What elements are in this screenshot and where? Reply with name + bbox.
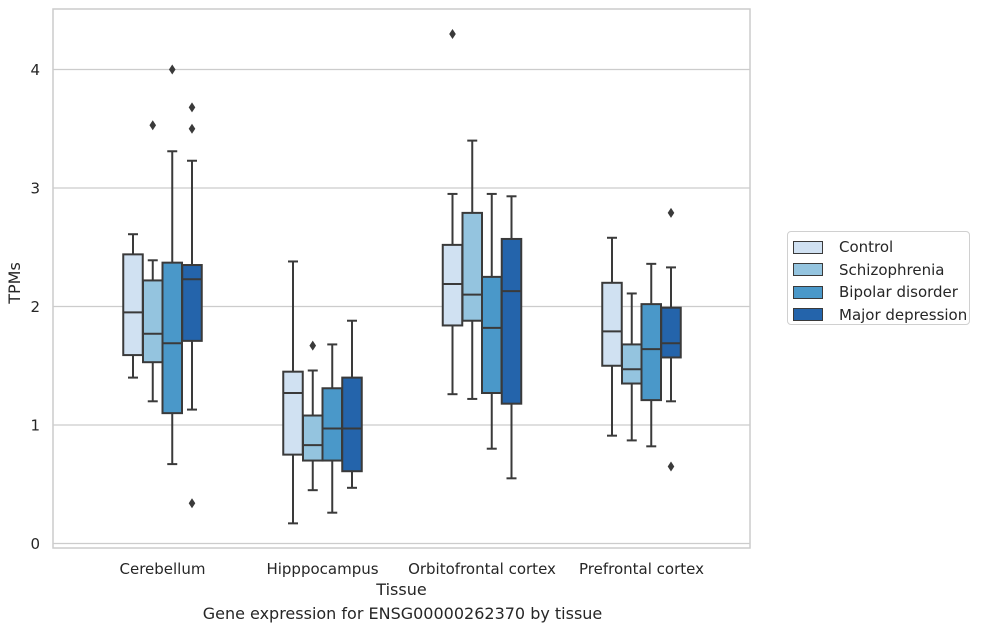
box-1-0 bbox=[142, 120, 164, 403]
boxes bbox=[122, 28, 682, 525]
box-body bbox=[302, 414, 324, 462]
legend-swatch bbox=[793, 308, 823, 322]
box-body bbox=[500, 237, 523, 405]
box-body bbox=[181, 264, 203, 342]
box-body bbox=[122, 253, 144, 357]
outlier-point bbox=[667, 461, 675, 472]
outlier-point bbox=[188, 102, 196, 113]
box-3-0 bbox=[181, 102, 203, 509]
legend-swatch bbox=[793, 240, 823, 254]
y-tick-label: 1 bbox=[30, 417, 40, 435]
outlier-point bbox=[149, 120, 157, 131]
outlier-point bbox=[667, 207, 675, 218]
plot-frame bbox=[52, 8, 751, 549]
box-body bbox=[660, 306, 682, 359]
box-body bbox=[640, 303, 662, 402]
legend-swatch bbox=[793, 263, 823, 277]
legend-item: Schizophrenia bbox=[793, 259, 969, 282]
box-body bbox=[621, 343, 643, 385]
box-2-0 bbox=[161, 64, 183, 466]
box-body bbox=[161, 261, 183, 415]
box-1-3 bbox=[621, 292, 643, 442]
box-2-3 bbox=[640, 262, 662, 448]
box-3-2 bbox=[500, 195, 523, 480]
box-2-2 bbox=[481, 192, 503, 450]
y-tick-label: 0 bbox=[30, 535, 40, 553]
x-tick-label: Prefrontal cortex bbox=[579, 560, 704, 578]
box-1-1 bbox=[302, 340, 324, 492]
legend-item: Bipolar disorder bbox=[793, 281, 969, 304]
outlier-point bbox=[188, 498, 196, 509]
box-body bbox=[282, 370, 304, 456]
box-0-0 bbox=[122, 233, 144, 379]
outlier-point bbox=[168, 64, 176, 75]
x-axis-label: Tissue bbox=[375, 580, 426, 599]
legend-swatch bbox=[793, 285, 823, 299]
y-axis-ticks: 0 1 2 3 4 bbox=[30, 61, 40, 553]
legend-label: Bipolar disorder bbox=[839, 283, 958, 302]
legend-item: Control bbox=[793, 236, 969, 259]
box-0-3 bbox=[601, 236, 623, 437]
box-1-2 bbox=[461, 139, 483, 400]
box-0-2 bbox=[441, 28, 464, 396]
x-axis-ticks: Cerebellum Hipppocampus Orbitofrontal cort… bbox=[120, 560, 705, 578]
x-tick-label: Cerebellum bbox=[120, 560, 206, 578]
box-body bbox=[341, 376, 363, 473]
outlier-point bbox=[188, 123, 196, 134]
box-body bbox=[321, 387, 343, 462]
legend-label: Control bbox=[839, 238, 894, 257]
legend-label: Major depression bbox=[839, 305, 968, 324]
box-3-1 bbox=[341, 319, 363, 489]
box-body bbox=[142, 279, 164, 364]
box-3-3 bbox=[660, 207, 682, 472]
legend: Control Schizophrenia Bipolar disorder M… bbox=[787, 231, 970, 325]
x-tick-label: Orbitofrontal cortex bbox=[408, 560, 556, 578]
box-2-1 bbox=[321, 343, 343, 514]
y-axis-label: TPMs bbox=[5, 262, 24, 305]
box-body bbox=[441, 243, 464, 327]
legend-label: Schizophrenia bbox=[839, 260, 945, 279]
box-0-1 bbox=[282, 260, 304, 525]
y-tick-label: 2 bbox=[30, 298, 40, 316]
box-body bbox=[481, 275, 503, 395]
y-tick-label: 3 bbox=[30, 180, 40, 198]
outlier-point bbox=[449, 28, 456, 39]
box-body bbox=[601, 281, 623, 367]
x-tick-label: Hipppocampus bbox=[266, 560, 378, 578]
chart-title: Gene expression for ENSG00000262370 by t… bbox=[202, 604, 603, 623]
box-body bbox=[461, 211, 483, 322]
outlier-point bbox=[309, 340, 317, 351]
legend-item: Major depression bbox=[793, 304, 969, 327]
y-tick-label: 4 bbox=[30, 61, 40, 79]
